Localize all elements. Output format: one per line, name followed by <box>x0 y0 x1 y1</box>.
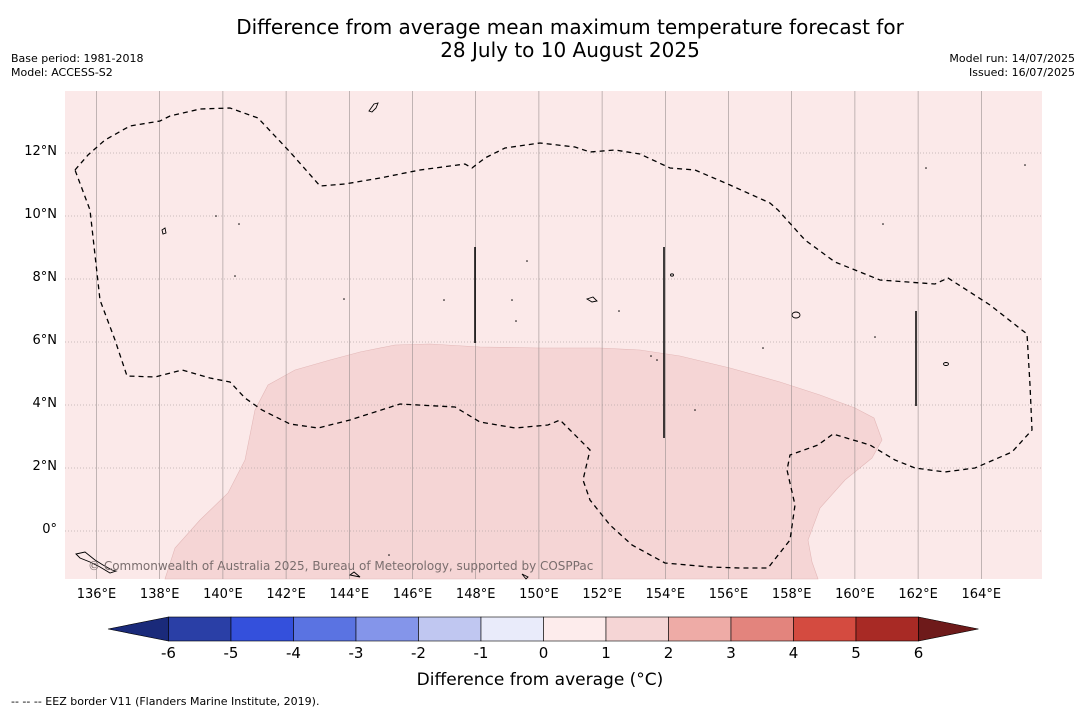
island <box>791 311 801 319</box>
lon-tick-label: 142°E <box>266 587 306 602</box>
colorbar-segment <box>355 616 419 642</box>
colorbar-tick-label: -5 <box>223 644 239 662</box>
lat-tick-label: 12°N <box>24 144 57 159</box>
lon-tick-label: 150°E <box>519 587 559 602</box>
lat-tick-label: 0° <box>42 522 57 537</box>
colorbar-tick-label: 3 <box>726 644 736 662</box>
lat-tick-label: 4°N <box>32 396 58 411</box>
colorbar-segment <box>730 616 794 642</box>
base-period: Base period: 1981-2018 <box>11 52 144 65</box>
lon-tick-label: 154°E <box>645 587 686 602</box>
lat-tick-label: 8°N <box>32 270 58 285</box>
colorbar-tick-label: 6 <box>913 644 924 662</box>
colorbar-segment <box>605 616 669 642</box>
colorbar-tick-label: 0 <box>538 644 549 662</box>
colorbar-tick-label: -1 <box>473 644 489 662</box>
lon-tick-label: 138°E <box>139 587 180 602</box>
colorbar-segment <box>480 616 544 642</box>
island <box>521 573 529 580</box>
colorbar-tick-label: 5 <box>851 644 861 662</box>
island-dots <box>215 164 1026 556</box>
colorbar-tick-label: 2 <box>663 644 674 662</box>
colorbar-segment <box>418 616 482 642</box>
model-run: Model run: 14/07/2025 <box>949 52 1075 65</box>
lon-tick-label: 144°E <box>329 587 370 602</box>
issued-date: Issued: 16/07/2025 <box>968 66 1075 79</box>
lat-tick-label: 10°N <box>24 207 57 222</box>
lon-tick-label: 136°E <box>76 587 117 602</box>
colorbar-title: Difference from average (°C) <box>416 670 664 690</box>
lon-tick-label: 146°E <box>392 587 433 602</box>
lat-tick-label: 6°N <box>32 333 58 348</box>
colorbar-segment <box>793 616 857 642</box>
colorbar-tick-label: 4 <box>788 644 799 662</box>
island <box>161 227 167 235</box>
colorbar-segment <box>230 616 294 642</box>
colorbar <box>107 616 979 642</box>
colorbar-arrow-low <box>107 616 169 642</box>
eez-border <box>74 107 1033 569</box>
colorbar-segment <box>168 616 232 642</box>
colorbar-tick-label: 1 <box>601 644 611 662</box>
chart-title-line1: Difference from average mean maximum tem… <box>236 15 904 39</box>
meta-left: Base period: 1981-2018 Model: ACCESS-S2 <box>11 52 143 80</box>
islands <box>75 102 949 580</box>
colorbar-segment <box>543 616 607 642</box>
colorbar-segment <box>293 616 357 642</box>
lon-tick-label: 156°E <box>708 587 749 602</box>
footnote: -- -- -- EEZ border V11 (Flanders Marine… <box>11 695 320 708</box>
lon-tick-label: 158°E <box>771 587 812 602</box>
colorbar-arrow-high <box>918 616 979 642</box>
colorbar-tick-label: -4 <box>286 644 301 662</box>
island <box>368 102 379 113</box>
copyright-text: © Commonwealth of Australia 2025, Bureau… <box>88 559 593 573</box>
island <box>585 296 598 303</box>
anomaly-region-1-to-2 <box>164 343 883 580</box>
forecast-markers <box>474 247 917 438</box>
colorbar-tick-label: -2 <box>411 644 426 662</box>
island <box>943 362 949 366</box>
gridlines <box>65 91 1042 579</box>
lat-tick-label: 2°N <box>32 459 58 474</box>
lon-tick-label: 148°E <box>455 587 496 602</box>
island <box>348 571 361 578</box>
chart-title-line2: 28 July to 10 August 2025 <box>440 38 700 62</box>
colorbar-segment <box>855 616 919 642</box>
colorbar-tick-label: -3 <box>348 644 364 662</box>
lon-tick-label: 162°E <box>898 587 938 602</box>
model-name: Model: ACCESS-S2 <box>11 66 113 79</box>
colorbar-tick-label: -6 <box>161 644 176 662</box>
lon-tick-label: 160°E <box>835 587 875 602</box>
lon-tick-label: 164°E <box>961 587 1002 602</box>
island <box>75 551 118 574</box>
meta-right: Model run: 14/07/2025 Issued: 16/07/2025 <box>949 52 1075 80</box>
lon-tick-label: 140°E <box>203 587 243 602</box>
colorbar-segment <box>668 616 732 642</box>
island <box>670 273 674 277</box>
lon-tick-label: 152°E <box>582 587 622 602</box>
